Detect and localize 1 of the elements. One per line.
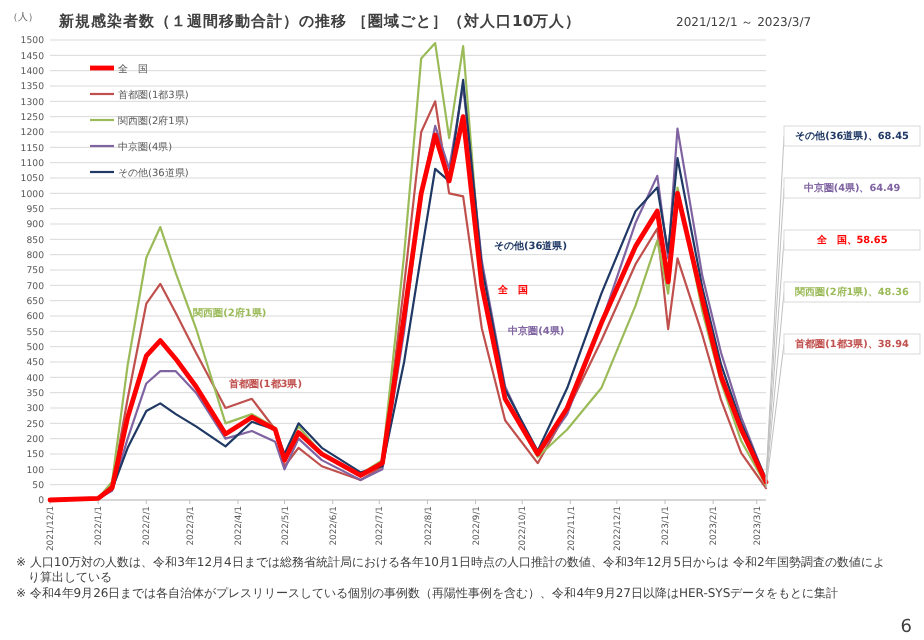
text: 6 bbox=[900, 618, 913, 638]
